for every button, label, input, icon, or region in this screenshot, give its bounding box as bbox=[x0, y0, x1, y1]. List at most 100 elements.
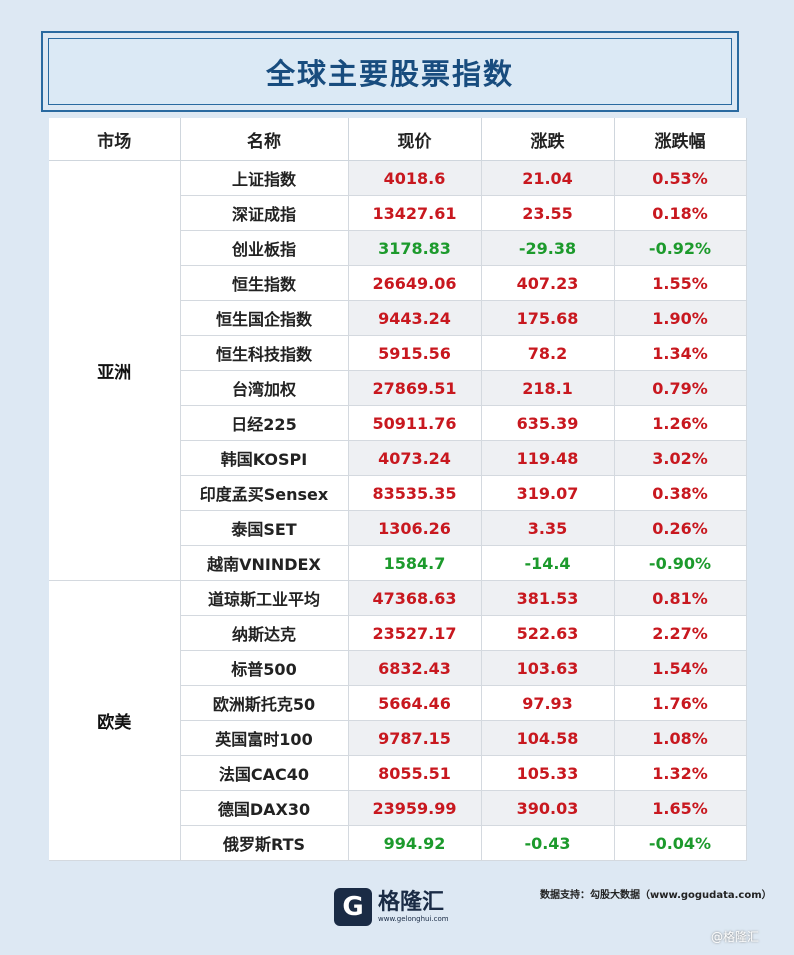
pct-cell: 0.18% bbox=[614, 195, 747, 231]
price-cell: 9787.15 bbox=[348, 720, 482, 756]
page-title: 全球主要股票指数 bbox=[265, 56, 514, 91]
change-cell: 105.33 bbox=[481, 755, 615, 791]
change-cell: 119.48 bbox=[481, 440, 615, 476]
table-row: 越南VNINDEX 1584.7 -14.4 -0.90% bbox=[49, 545, 747, 581]
logo-url: www.gelonghui.com bbox=[378, 915, 449, 923]
table-row: 欧洲斯托克50 5664.46 97.93 1.76% bbox=[49, 685, 747, 721]
price-cell: 994.92 bbox=[348, 825, 482, 861]
price-cell: 1306.26 bbox=[348, 510, 482, 546]
table-row: 纳斯达克 23527.17 522.63 2.27% bbox=[49, 615, 747, 651]
price-cell: 23527.17 bbox=[348, 615, 482, 651]
name-cell: 法国CAC40 bbox=[180, 755, 349, 791]
price-cell: 4018.6 bbox=[348, 160, 482, 196]
table-row: 泰国SET 1306.26 3.35 0.26% bbox=[49, 510, 747, 546]
header-market: 市场 bbox=[49, 118, 181, 161]
change-cell: 635.39 bbox=[481, 405, 615, 441]
name-cell: 日经225 bbox=[180, 405, 349, 441]
pct-cell: 0.38% bbox=[614, 475, 747, 511]
pct-cell: 1.08% bbox=[614, 720, 747, 756]
name-cell: 深证成指 bbox=[180, 195, 349, 231]
gelonghui-logo: G 格隆汇 www.gelonghui.com bbox=[334, 884, 459, 930]
pct-cell: 1.65% bbox=[614, 790, 747, 826]
name-cell: 俄罗斯RTS bbox=[180, 825, 349, 861]
change-cell: 407.23 bbox=[481, 265, 615, 301]
pct-cell: 1.90% bbox=[614, 300, 747, 336]
pct-cell: 1.55% bbox=[614, 265, 747, 301]
price-cell: 13427.61 bbox=[348, 195, 482, 231]
name-cell: 越南VNINDEX bbox=[180, 545, 349, 581]
name-cell: 欧洲斯托克50 bbox=[180, 685, 349, 721]
table-row: 深证成指 13427.61 23.55 0.18% bbox=[49, 195, 747, 231]
change-cell: 319.07 bbox=[481, 475, 615, 511]
pct-cell: 2.27% bbox=[614, 615, 747, 651]
table-row: 恒生科技指数 5915.56 78.2 1.34% bbox=[49, 335, 747, 371]
table-header-row: 市场 名称 现价 涨跌 涨跌幅 bbox=[49, 118, 747, 161]
change-cell: 522.63 bbox=[481, 615, 615, 651]
table-row: 俄罗斯RTS 994.92 -0.43 -0.04% bbox=[49, 825, 747, 861]
name-cell: 标普500 bbox=[180, 650, 349, 686]
change-cell: -14.4 bbox=[481, 545, 615, 581]
price-cell: 23959.99 bbox=[348, 790, 482, 826]
table-row: 印度孟买Sensex 83535.35 319.07 0.38% bbox=[49, 475, 747, 511]
price-cell: 8055.51 bbox=[348, 755, 482, 791]
name-cell: 道琼斯工业平均 bbox=[180, 580, 349, 616]
table-row: 创业板指 3178.83 -29.38 -0.92% bbox=[49, 230, 747, 266]
table-row: 德国DAX30 23959.99 390.03 1.65% bbox=[49, 790, 747, 826]
logo-name: 格隆汇 bbox=[378, 890, 445, 915]
table-row: 欧美 道琼斯工业平均 47368.63 381.53 0.81% bbox=[49, 580, 747, 861]
price-cell: 83535.35 bbox=[348, 475, 482, 511]
price-cell: 1584.7 bbox=[348, 545, 482, 581]
table-row: 恒生国企指数 9443.24 175.68 1.90% bbox=[49, 300, 747, 336]
change-cell: 390.03 bbox=[481, 790, 615, 826]
index-table: 市场 名称 现价 涨跌 涨跌幅 亚洲 上证指数 4018.6 21.04 0.53% 深证… bbox=[49, 118, 747, 861]
change-cell: 21.04 bbox=[481, 160, 615, 196]
price-cell: 5664.46 bbox=[348, 685, 482, 721]
table-row: 韩国KOSPI 4073.24 119.48 3.02% bbox=[49, 440, 747, 476]
pct-cell: 0.26% bbox=[614, 510, 747, 546]
change-cell: 218.1 bbox=[481, 370, 615, 406]
change-cell: 78.2 bbox=[481, 335, 615, 371]
table-body: 亚洲 上证指数 4018.6 21.04 0.53% 深证成指 13427.61 23.55 0… bbox=[49, 160, 747, 861]
change-cell: 175.68 bbox=[481, 300, 615, 336]
price-cell: 3178.83 bbox=[348, 230, 482, 266]
change-cell: 103.63 bbox=[481, 650, 615, 686]
pct-cell: -0.90% bbox=[614, 545, 747, 581]
change-cell: 381.53 bbox=[481, 580, 615, 616]
name-cell: 台湾加权 bbox=[180, 370, 349, 406]
change-cell: 104.58 bbox=[481, 720, 615, 756]
pct-cell: 1.26% bbox=[614, 405, 747, 441]
price-cell: 9443.24 bbox=[348, 300, 482, 336]
table-row: 法国CAC40 8055.51 105.33 1.32% bbox=[49, 755, 747, 791]
price-cell: 6832.43 bbox=[348, 650, 482, 686]
table-row: 日经225 50911.76 635.39 1.26% bbox=[49, 405, 747, 441]
pct-cell: -0.92% bbox=[614, 230, 747, 266]
name-cell: 创业板指 bbox=[180, 230, 349, 266]
market-cell: 欧美 bbox=[49, 580, 181, 861]
name-cell: 恒生科技指数 bbox=[180, 335, 349, 371]
change-cell: -0.43 bbox=[481, 825, 615, 861]
name-cell: 恒生指数 bbox=[180, 265, 349, 301]
table-row: 英国富时100 9787.15 104.58 1.08% bbox=[49, 720, 747, 756]
pct-cell: 1.54% bbox=[614, 650, 747, 686]
market-cell: 亚洲 bbox=[49, 160, 181, 581]
header-name: 名称 bbox=[180, 118, 349, 161]
price-cell: 5915.56 bbox=[348, 335, 482, 371]
name-cell: 德国DAX30 bbox=[180, 790, 349, 826]
table-row: 标普500 6832.43 103.63 1.54% bbox=[49, 650, 747, 686]
name-cell: 纳斯达克 bbox=[180, 615, 349, 651]
pct-cell: 1.32% bbox=[614, 755, 747, 791]
title-banner: 全球主要股票指数 bbox=[41, 31, 739, 112]
price-cell: 27869.51 bbox=[348, 370, 482, 406]
watermark-corner: @格隆汇 bbox=[711, 930, 760, 944]
price-cell: 26649.06 bbox=[348, 265, 482, 301]
change-cell: 23.55 bbox=[481, 195, 615, 231]
pct-cell: 0.79% bbox=[614, 370, 747, 406]
data-source-note: 数据支持：勾股大数据（www.gogudata.com） bbox=[540, 890, 772, 901]
price-cell: 50911.76 bbox=[348, 405, 482, 441]
name-cell: 上证指数 bbox=[180, 160, 349, 196]
name-cell: 泰国SET bbox=[180, 510, 349, 546]
pct-cell: -0.04% bbox=[614, 825, 747, 861]
table-row: 台湾加权 27869.51 218.1 0.79% bbox=[49, 370, 747, 406]
pct-cell: 0.81% bbox=[614, 580, 747, 616]
change-cell: 3.35 bbox=[481, 510, 615, 546]
